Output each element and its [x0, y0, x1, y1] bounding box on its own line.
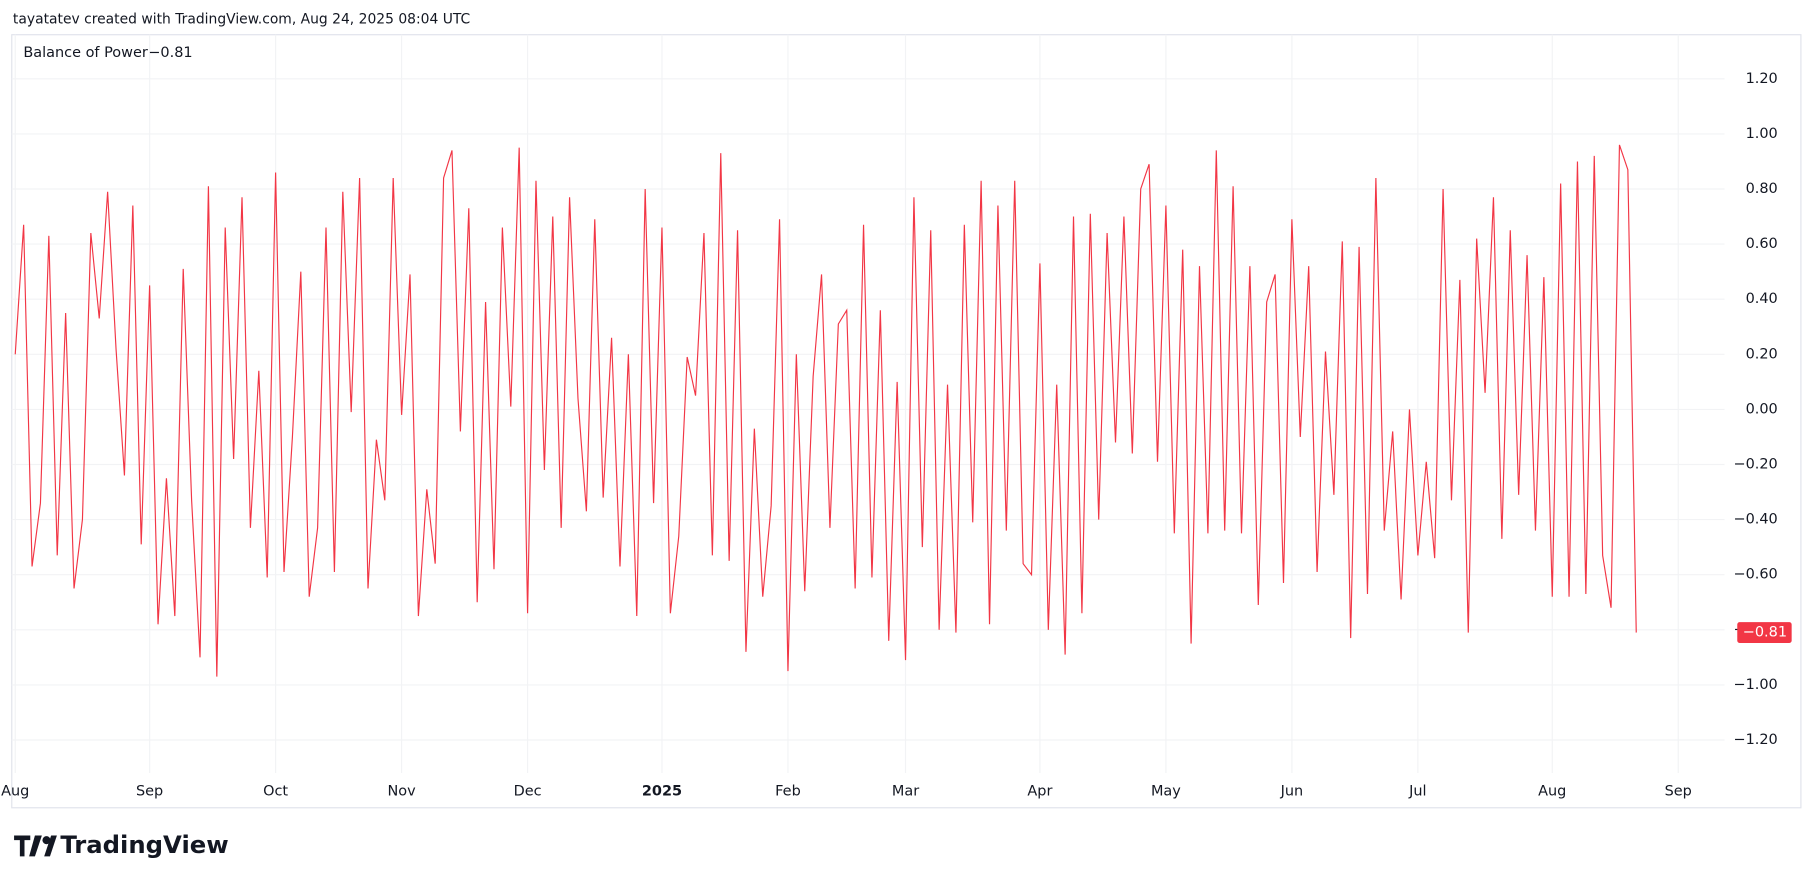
x-tick-label: Apr [1027, 784, 1052, 800]
x-tick-label: Oct [263, 784, 288, 800]
last-value-label: −0.81 [1743, 625, 1787, 641]
chart-frame [11, 34, 1802, 809]
logo-icon [14, 835, 42, 857]
x-tick-label: Jul [1408, 784, 1426, 800]
logo-text: TradingView [60, 830, 228, 859]
logo-dot [42, 836, 51, 845]
labels: −1.20−1.00−0.80−0.60−0.40−0.200.000.200.… [1, 71, 1792, 800]
x-tick-label: 2025 [642, 784, 682, 800]
y-tick-label: −0.40 [1733, 512, 1777, 528]
legend: Balance of Power −0.81 [23, 45, 192, 61]
grid [11, 34, 1725, 774]
legend-name: Balance of Power [23, 45, 148, 61]
y-tick-label: 1.20 [1746, 71, 1778, 87]
legend-value: −0.81 [148, 45, 192, 61]
x-tick-label: Sep [136, 784, 163, 800]
x-tick-label: Feb [775, 784, 801, 800]
y-tick-label: −0.60 [1733, 567, 1777, 583]
y-tick-label: −0.20 [1733, 456, 1777, 472]
logo-icon [44, 835, 57, 857]
y-tick-label: 1.00 [1746, 126, 1778, 142]
header: tayatatev created with TradingView.com, … [13, 12, 470, 28]
y-tick-label: 0.40 [1746, 291, 1778, 307]
y-tick-label: −1.20 [1733, 732, 1777, 748]
x-tick-label: May [1151, 784, 1181, 800]
last-value-badge [1737, 622, 1792, 643]
y-tick-label: −1.00 [1733, 677, 1777, 693]
line [14, 144, 1637, 677]
y-tick-label: 0.00 [1746, 401, 1778, 417]
x-tick-label: Sep [1665, 784, 1692, 800]
plot [14, 144, 1637, 677]
x-tick-label: Aug [1, 784, 29, 800]
logo: TradingView [14, 830, 229, 859]
x-tick-label: Dec [514, 784, 542, 800]
x-tick-label: Nov [387, 784, 416, 800]
y-tick-label: 0.60 [1746, 236, 1778, 252]
x-tick-label: Aug [1538, 784, 1566, 800]
y-tick-label: 0.20 [1746, 346, 1778, 362]
x-tick-label: Mar [892, 784, 919, 800]
y-tick-label: 0.80 [1746, 181, 1778, 197]
x-tick-label: Jun [1280, 784, 1304, 800]
